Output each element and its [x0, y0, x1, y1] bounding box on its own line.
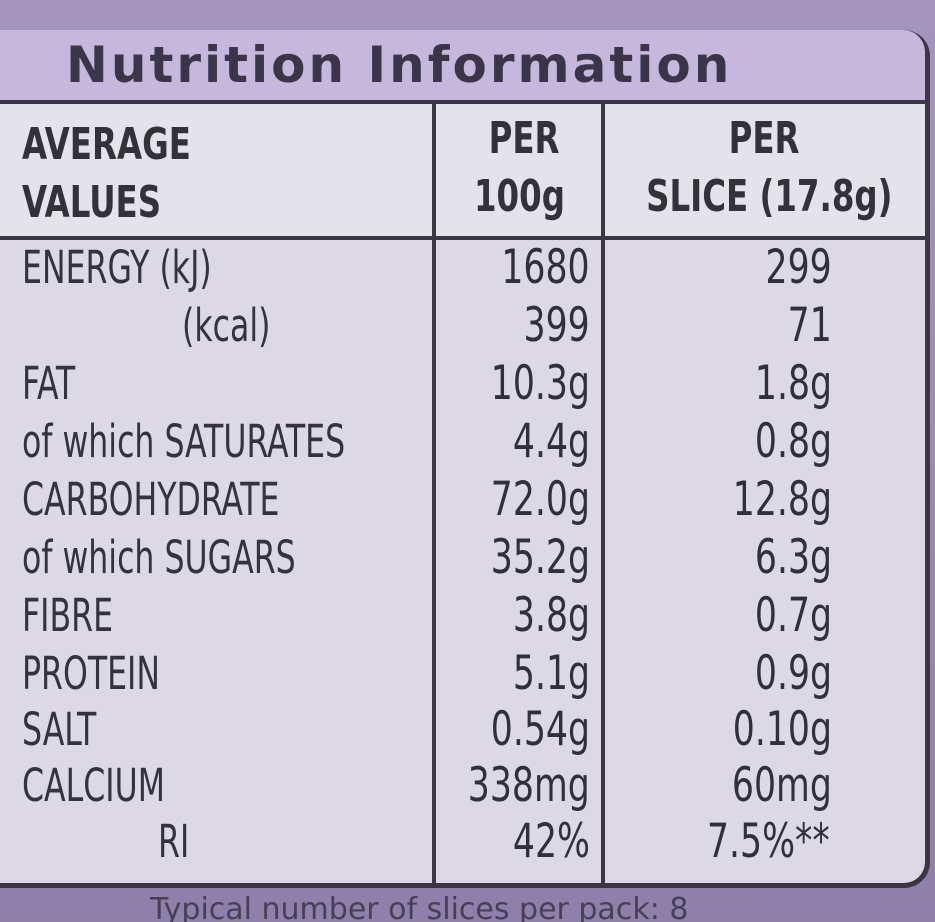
- row-label: RI: [158, 815, 190, 868]
- row-label: FAT: [22, 357, 76, 410]
- row-value-per-slice: 71: [787, 298, 832, 353]
- header-row: [0, 104, 925, 240]
- row-value-per-100g: 35.2g: [490, 530, 590, 585]
- footer-text: Typical number of slices per pack: 8: [150, 892, 689, 922]
- row-value-per-100g: 4.4g: [512, 414, 590, 469]
- header-values: VALUES: [22, 177, 162, 228]
- row-value-per-slice: 0.9g: [754, 646, 832, 701]
- row-label: SALT: [22, 703, 97, 756]
- row-label: PROTEIN: [22, 647, 160, 700]
- row-value-per-slice: 60mg: [732, 758, 832, 813]
- row-value-per-100g: 399: [523, 298, 590, 353]
- row-label: of which SUGARS: [22, 531, 296, 584]
- row-value-per-100g: 0.54g: [490, 702, 590, 757]
- row-label: CARBOHYDRATE: [22, 473, 280, 526]
- row-value-per-slice: 12.8g: [732, 472, 832, 527]
- row-value-per-slice: 0.10g: [732, 702, 832, 757]
- row-value-per-100g: 10.3g: [490, 356, 590, 411]
- column-divider-2: [601, 104, 605, 886]
- header-per-slice: PER: [729, 113, 800, 164]
- column-divider-1: [432, 104, 436, 886]
- panel-title: Nutrition Information: [66, 36, 733, 94]
- row-value-per-slice: 0.7g: [754, 588, 832, 643]
- row-value-per-100g: 1680: [501, 240, 590, 295]
- row-label: of which SATURATES: [22, 415, 346, 468]
- row-value-per-slice: 7.5%**: [707, 814, 830, 869]
- header-per-100: PER: [489, 113, 560, 164]
- row-value-per-slice: 299: [765, 240, 832, 295]
- row-value-per-slice: 1.8g: [754, 356, 832, 411]
- title-band: [0, 30, 925, 104]
- header-slice-size: SLICE (17.8g): [646, 171, 893, 222]
- header-100g: 100g: [474, 171, 565, 222]
- row-label: FIBRE: [22, 589, 114, 642]
- row-value-per-100g: 72.0g: [490, 472, 590, 527]
- row-value-per-100g: 5.1g: [512, 646, 590, 701]
- row-label: (kcal): [182, 299, 271, 352]
- row-value-per-100g: 42%: [512, 814, 590, 869]
- row-value-per-slice: 6.3g: [754, 530, 832, 585]
- row-value-per-100g: 3.8g: [512, 588, 590, 643]
- row-value-per-slice: 0.8g: [754, 414, 832, 469]
- row-label: ENERGY (kJ): [22, 241, 212, 294]
- header-average: AVERAGE: [22, 119, 191, 170]
- row-label: CALCIUM: [22, 759, 165, 812]
- row-value-per-100g: 338mg: [468, 758, 590, 813]
